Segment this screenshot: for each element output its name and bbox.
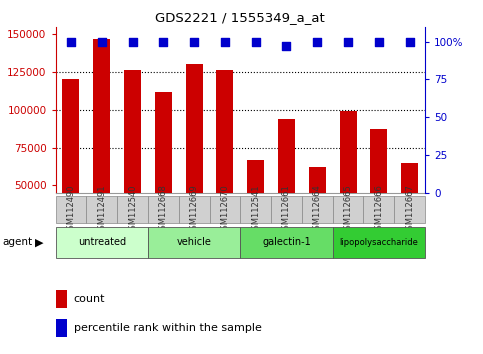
Text: count: count	[73, 295, 105, 304]
Bar	[86, 196, 117, 223]
Bar	[394, 196, 425, 223]
Bar	[309, 167, 326, 261]
Point	[252, 39, 259, 45]
Text: GSM112670: GSM112670	[220, 184, 229, 235]
Text: GSM112540: GSM112540	[128, 184, 137, 235]
Point	[159, 39, 167, 45]
Point	[283, 44, 290, 49]
Point	[190, 39, 198, 45]
Bar	[56, 227, 148, 258]
Text: GSM112490: GSM112490	[67, 184, 75, 235]
Bar	[93, 39, 110, 261]
Text: GSM112669: GSM112669	[190, 184, 199, 235]
Bar	[148, 227, 241, 258]
Bar	[247, 160, 264, 261]
Bar	[240, 227, 333, 258]
Text: GSM112666: GSM112666	[374, 184, 384, 235]
Point	[98, 39, 106, 45]
Text: GSM112491: GSM112491	[97, 184, 106, 235]
Point	[406, 39, 413, 45]
Title: GDS2221 / 1555349_a_at: GDS2221 / 1555349_a_at	[156, 11, 325, 24]
Bar	[302, 196, 333, 223]
Bar	[364, 196, 394, 223]
Text: agent: agent	[2, 238, 32, 247]
Point	[313, 39, 321, 45]
Bar	[124, 70, 141, 261]
Point	[67, 39, 75, 45]
Text: GSM112541: GSM112541	[251, 184, 260, 235]
Text: vehicle: vehicle	[177, 238, 212, 247]
Point	[344, 39, 352, 45]
Text: ▶: ▶	[35, 238, 44, 247]
Bar	[370, 130, 387, 261]
Text: GSM112661: GSM112661	[282, 184, 291, 235]
Bar	[333, 196, 364, 223]
Text: GSM112667: GSM112667	[405, 184, 414, 235]
Text: GSM112665: GSM112665	[343, 184, 353, 235]
Bar	[333, 227, 425, 258]
Bar	[56, 319, 67, 337]
Bar	[148, 196, 179, 223]
Text: untreated: untreated	[78, 238, 126, 247]
Bar	[155, 92, 172, 261]
Bar	[340, 111, 356, 261]
Bar	[210, 196, 240, 223]
Bar	[62, 80, 79, 261]
Text: GSM112664: GSM112664	[313, 184, 322, 235]
Bar	[401, 163, 418, 261]
Text: GSM112668: GSM112668	[159, 184, 168, 235]
Text: galectin-1: galectin-1	[262, 238, 311, 247]
Bar	[240, 196, 271, 223]
Bar	[216, 70, 233, 261]
Bar	[271, 196, 302, 223]
Bar	[56, 196, 86, 223]
Point	[128, 39, 136, 45]
Bar	[278, 119, 295, 261]
Point	[375, 39, 383, 45]
Bar	[56, 290, 67, 308]
Text: percentile rank within the sample: percentile rank within the sample	[73, 323, 261, 333]
Point	[221, 39, 229, 45]
Text: lipopolysaccharide: lipopolysaccharide	[340, 238, 418, 247]
Bar	[185, 64, 202, 261]
Bar	[179, 196, 210, 223]
Bar	[117, 196, 148, 223]
